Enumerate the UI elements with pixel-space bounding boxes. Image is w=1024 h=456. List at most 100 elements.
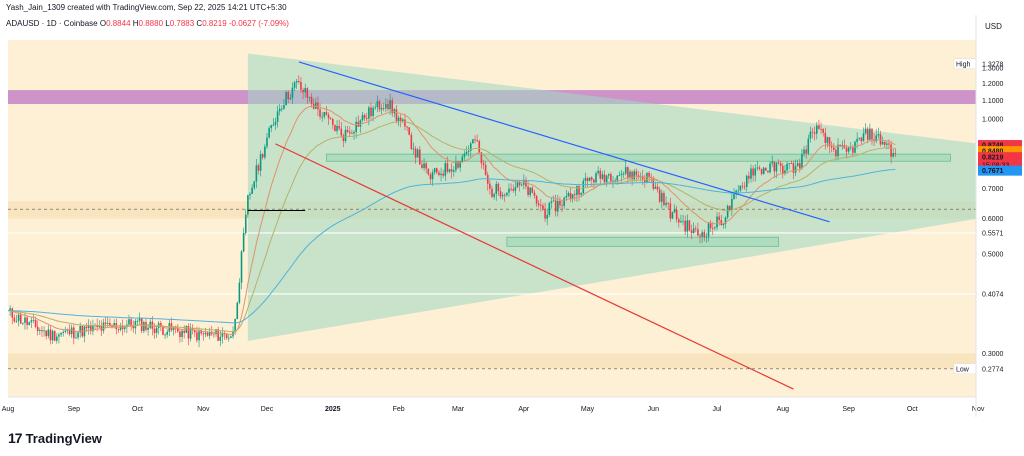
candle-body [283,105,285,109]
candle-body [446,163,449,172]
x-tick-2025: 2025 [325,406,341,413]
candle-body [832,147,835,150]
candle-body [881,141,884,145]
candle-body [73,327,75,339]
candle-body [261,154,264,158]
candle-body [346,129,349,132]
candle-body [531,187,534,193]
candle-body [321,116,323,118]
candle-body [557,200,559,212]
candle-body [213,333,215,335]
candle-body [690,230,693,234]
candle-body [597,170,599,174]
candle-body [92,325,94,332]
candle-body [799,163,801,169]
candle-body [155,327,158,333]
candle-body [616,175,619,181]
candle-body [149,321,152,328]
candle-body [28,322,31,325]
candle-body [714,227,716,229]
candle-body [722,223,725,226]
candle-body [627,167,629,178]
currency-label[interactable]: USD [985,22,1002,31]
candle-body [147,327,149,330]
candle-body [36,326,39,332]
candle-body [196,332,198,341]
candle-body [281,108,283,110]
candle-body [849,147,852,149]
candle-body [450,169,453,172]
candle-body [421,164,423,168]
candle-body [291,87,294,98]
candle-body [227,337,230,339]
x-tick-jun: Jun [648,406,659,413]
symbol-name[interactable]: ADAUSD · 1D · Coinbase [6,19,98,28]
candle-body [41,330,43,332]
candle-body [351,133,353,134]
candle-body [807,138,810,154]
candle-body [380,108,383,110]
candle-body [495,183,498,195]
candle-body [894,153,897,154]
candle-body [809,131,812,139]
candle-body [100,325,103,331]
candle-body [739,185,742,191]
candle-body [656,186,659,190]
x-tick-sep: Sep [68,406,81,413]
candle-body [741,185,744,187]
candle-body [465,151,468,154]
candle-body [665,202,667,205]
candle-body [24,317,26,323]
candle-body [586,178,589,182]
candle-body [334,124,336,132]
tradingview-logo[interactable]: 17 TradingView [8,430,102,446]
candle-body [298,80,300,83]
candle-body [327,114,330,119]
candle-body [652,178,655,189]
candle-body [603,174,606,183]
candle-body [775,162,778,172]
symmetrical-triangle [247,53,976,341]
tradingview-logo-mark: 17 [8,430,23,446]
candle-body [637,175,640,178]
candle-body [822,129,824,133]
candle-body [631,171,633,180]
candle-body [17,314,20,321]
candle-body [546,214,548,219]
candle-body [826,137,829,143]
candle-body [786,163,788,171]
y-tick-1.2000: 1.2000 [982,81,1004,88]
candle-body [752,168,754,176]
candle-body [423,163,425,168]
candle-body [194,330,196,333]
ohlc-high: 0.8880 [138,19,164,28]
candle-body [436,168,438,173]
ohlc-high-label: H [132,19,139,28]
candle-body [104,322,107,324]
candle-body [852,147,854,153]
candle-body [818,125,820,129]
candle-body [573,194,576,196]
candle-body [412,148,415,150]
candle-body [501,194,504,197]
candle-body [563,197,565,206]
candle-body [302,89,304,93]
candle-body [387,103,389,110]
candle-body [503,194,506,196]
candle-body [756,167,759,169]
candle-body [508,188,510,193]
candle-body [310,96,313,104]
candle-body [160,323,162,327]
candle-body [703,232,706,238]
candle-body [805,149,807,154]
candle-body [745,175,748,187]
candle-body [106,322,109,324]
candle-body [425,163,427,169]
candle-body [578,186,580,195]
candle-body [109,322,111,326]
candle-body [699,235,701,237]
candle-body [635,171,638,176]
candle-body [268,128,270,138]
candle-body [720,219,723,226]
